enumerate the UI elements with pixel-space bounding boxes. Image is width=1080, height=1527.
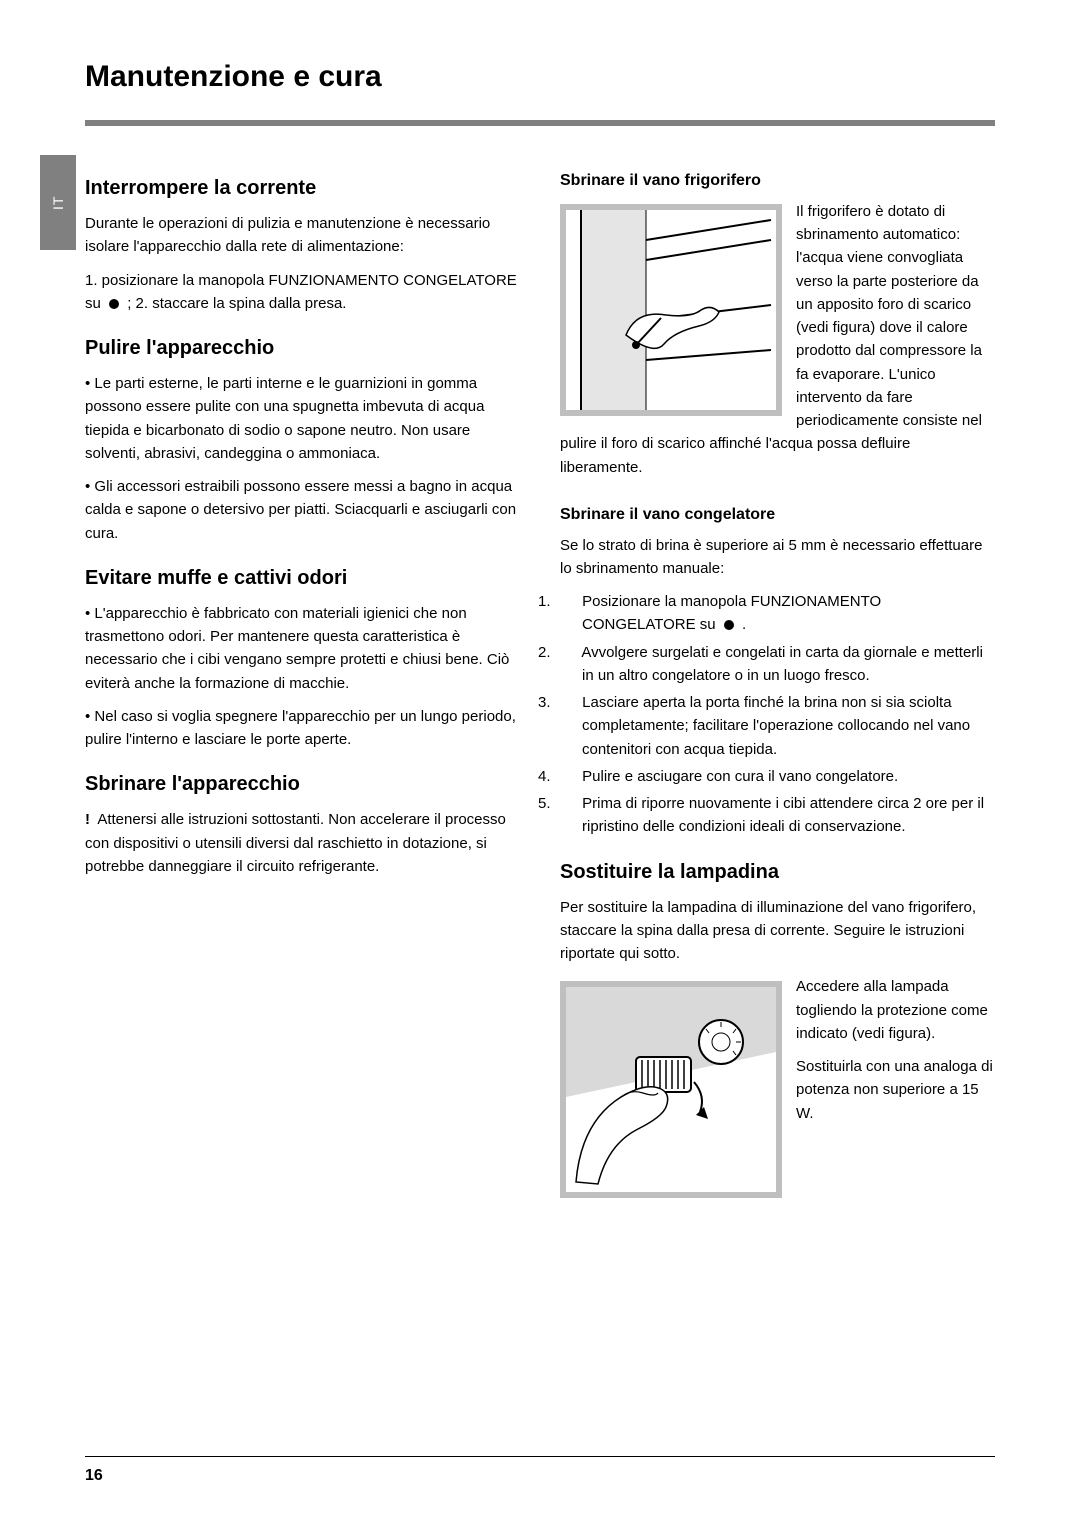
step-5: 5. Prima di riporre nuovamente i cibi at… bbox=[560, 792, 995, 839]
para-switch-off-step: 1. posizionare la manopola FUNZIONAMENTO… bbox=[85, 269, 520, 316]
warning-icon: ! bbox=[85, 808, 90, 831]
step-2: 2. Avvolgere surgelati e congelati in ca… bbox=[560, 641, 995, 688]
off-symbol-icon bbox=[109, 299, 119, 309]
footer-rule bbox=[85, 1456, 995, 1458]
step-1: 1. Posizionare la manopola FUNZIONAMENTO… bbox=[560, 590, 995, 637]
figure-bulb bbox=[560, 981, 782, 1198]
step-5-text: Prima di riporre nuovamente i cibi atten… bbox=[582, 795, 984, 835]
para-mould-1: • L'apparecchio è fabbricato con materia… bbox=[85, 602, 520, 695]
step-4-num: 4. bbox=[560, 765, 578, 788]
language-tab: IT bbox=[40, 155, 76, 250]
off-symbol-icon bbox=[724, 620, 734, 630]
heading-mould: Evitare muffe e cattivi odori bbox=[85, 563, 520, 594]
step-1-num: 1. bbox=[560, 590, 578, 613]
step-3: 3. Lasciare aperta la porta finché la br… bbox=[560, 691, 995, 761]
right-column: Sbrinare il vano frigorifero Il fr bbox=[560, 155, 995, 1447]
page: Manutenzione e cura IT Interrompere la c… bbox=[0, 0, 1080, 1527]
heading-switch-off: Interrompere la corrente bbox=[85, 173, 520, 204]
step-4: 4. Pulire e asciugare con cura il vano c… bbox=[560, 765, 995, 788]
para-switch-off: Durante le operazioni di pulizia e manut… bbox=[85, 212, 520, 259]
heading-clean: Pulire l'apparecchio bbox=[85, 333, 520, 364]
heading-defrost-freezer: Sbrinare il vano congelatore bbox=[560, 503, 995, 528]
bulb-block: Accedere alla lampada togliendo la prote… bbox=[560, 975, 995, 1208]
left-column: Interrompere la corrente Durante le oper… bbox=[85, 155, 520, 1447]
defrost-freezer-steps: 1. Posizionare la manopola FUNZIONAMENTO… bbox=[560, 590, 995, 839]
para-clean-2: • Gli accessori estraibili possono esser… bbox=[85, 475, 520, 545]
para-clean-1: • Le parti esterne, le parti interne e l… bbox=[85, 372, 520, 465]
para-defrost-freezer-intro: Se lo strato di brina è superiore ai 5 m… bbox=[560, 534, 995, 581]
content-columns: Interrompere la corrente Durante le oper… bbox=[85, 155, 995, 1447]
step-4-text: Pulire e asciugare con cura il vano cong… bbox=[582, 768, 898, 785]
switch-off-step-tail: ; 2. staccare la spina dalla presa. bbox=[127, 295, 346, 312]
step-3-text: Lasciare aperta la porta finché la brina… bbox=[582, 694, 970, 758]
step-2-num: 2. bbox=[560, 641, 578, 664]
para-defrost-warn: ! Attenersi alle istruzioni sottostanti.… bbox=[85, 808, 520, 878]
heading-defrost-fridge: Sbrinare il vano frigorifero bbox=[560, 169, 995, 194]
step-3-num: 3. bbox=[560, 691, 578, 714]
step-5-num: 5. bbox=[560, 792, 578, 815]
step-2-text: Avvolgere surgelati e congelati in carta… bbox=[581, 644, 983, 684]
top-rule bbox=[85, 120, 995, 126]
step-1-tail: . bbox=[742, 616, 746, 633]
page-number: 16 bbox=[85, 1467, 103, 1485]
para-mould-2: • Nel caso si voglia spegnere l'apparecc… bbox=[85, 705, 520, 752]
figure-defrost-fridge bbox=[560, 204, 782, 416]
heading-defrost: Sbrinare l'apparecchio bbox=[85, 769, 520, 800]
page-title: Manutenzione e cura bbox=[85, 60, 382, 94]
para-bulb-1: Per sostituire la lampadina di illuminaz… bbox=[560, 896, 995, 966]
defrost-warn-text: Attenersi alle istruzioni sottostanti. N… bbox=[85, 811, 506, 875]
heading-bulb: Sostituire la lampadina bbox=[560, 857, 995, 888]
